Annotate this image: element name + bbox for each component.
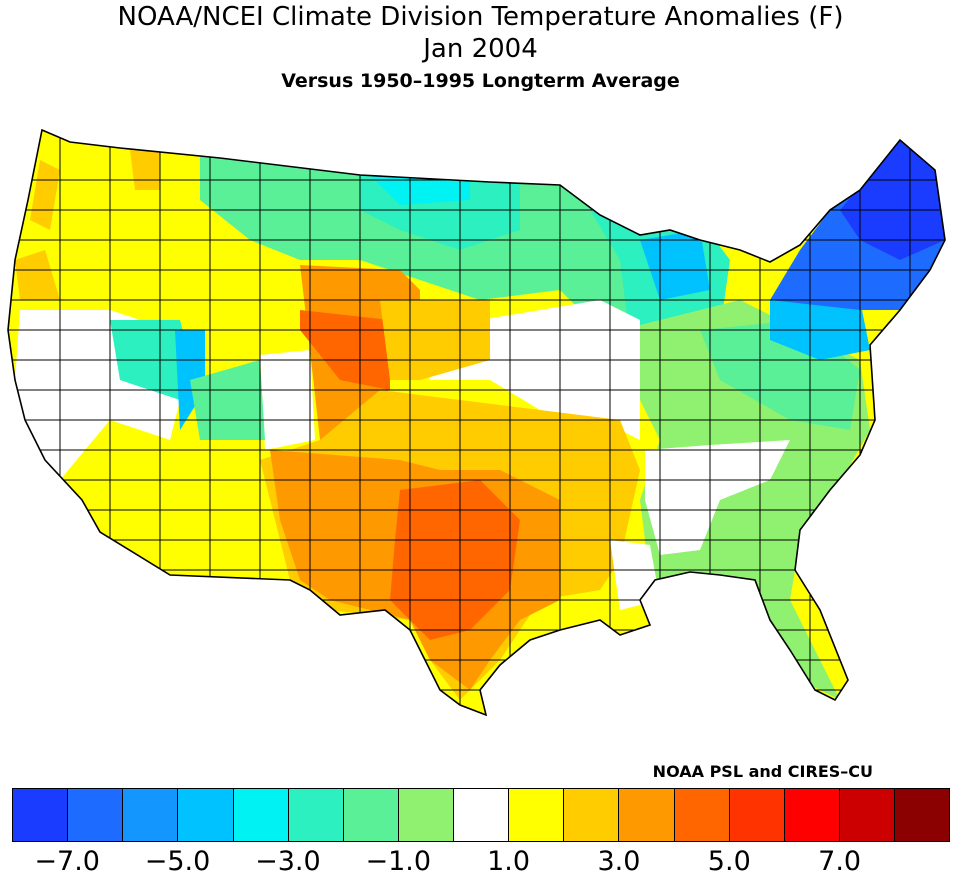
legend-swatch bbox=[895, 789, 950, 841]
legend-swatch bbox=[288, 789, 344, 841]
legend-swatch bbox=[564, 789, 620, 841]
legend-tick-label: −3.0 bbox=[255, 846, 321, 877]
map-title: NOAA/NCEI Climate Division Temperature A… bbox=[117, 2, 844, 32]
credit-label: NOAA PSL and CIRES–CU bbox=[652, 762, 873, 781]
legend-tick-label: 3.0 bbox=[597, 846, 641, 877]
legend-tick-label: −5.0 bbox=[144, 846, 211, 877]
legend-swatch bbox=[68, 789, 124, 841]
legend-swatch bbox=[233, 789, 289, 841]
division-borders bbox=[8, 130, 945, 715]
anomaly-regions bbox=[8, 130, 945, 715]
map-subtitle: Versus 1950–1995 Longterm Average bbox=[281, 70, 680, 92]
legend-swatch bbox=[343, 789, 399, 841]
legend-swatch bbox=[178, 789, 234, 841]
legend-swatch bbox=[784, 789, 840, 841]
legend-swatch bbox=[509, 789, 565, 841]
us-anomaly-map bbox=[7, 129, 946, 716]
legend-swatch bbox=[674, 789, 730, 841]
legend-tick-label: 5.0 bbox=[707, 846, 751, 877]
legend-swatch bbox=[398, 789, 454, 841]
legend-swatch bbox=[13, 789, 69, 841]
legend-tick-label: 7.0 bbox=[818, 846, 862, 877]
legend-tick-label: 1.0 bbox=[487, 846, 531, 877]
legend-swatch bbox=[729, 789, 785, 841]
map-date: Jan 2004 bbox=[423, 34, 538, 64]
legend-swatch bbox=[123, 789, 179, 841]
legend-tick-label: −1.0 bbox=[365, 846, 432, 877]
legend-tick-label: −7.0 bbox=[34, 846, 100, 877]
legend-swatch bbox=[619, 789, 675, 841]
legend-swatch bbox=[839, 789, 895, 841]
colorbar bbox=[12, 788, 950, 842]
legend-swatch bbox=[454, 789, 510, 841]
